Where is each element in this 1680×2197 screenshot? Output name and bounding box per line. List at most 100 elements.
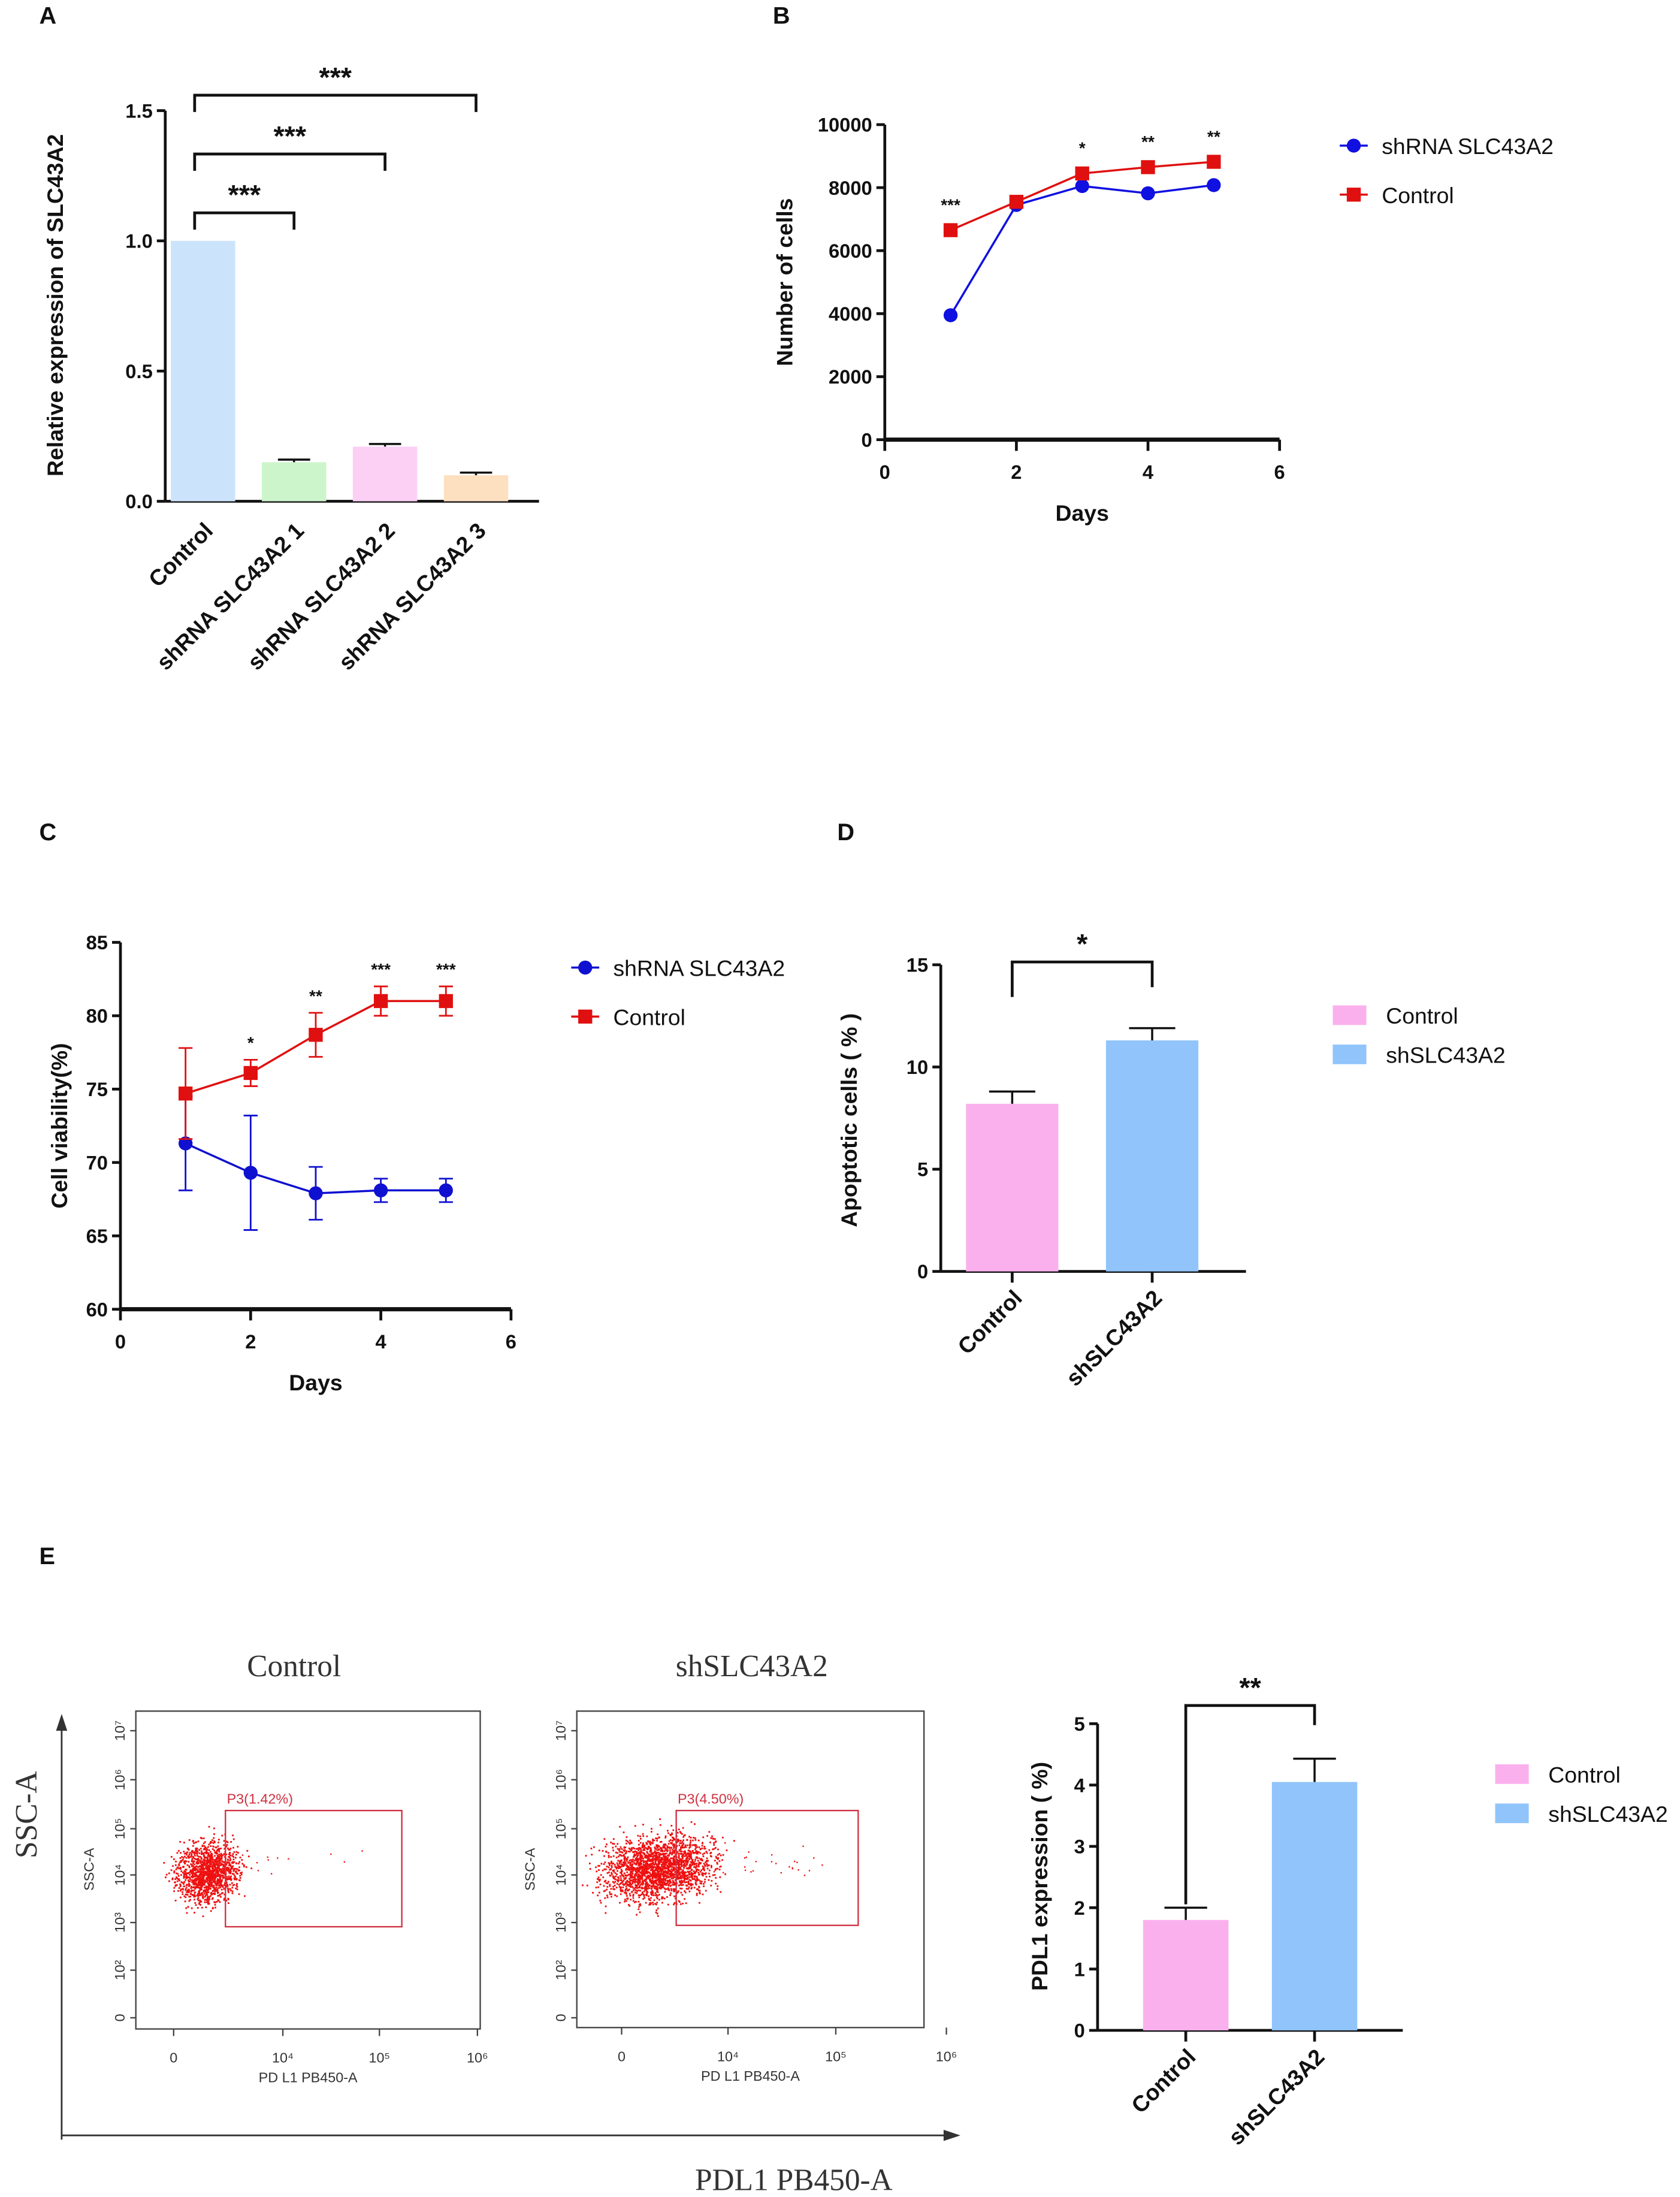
- scatter-point: [183, 1870, 186, 1872]
- significance-stars: ***: [228, 179, 261, 210]
- scatter-point: [195, 1872, 198, 1874]
- scatter-point: [627, 1869, 630, 1871]
- scatter-point: [210, 1860, 212, 1862]
- scatter-point: [229, 1878, 231, 1881]
- scatter-point: [217, 1848, 220, 1850]
- scatter-point: [189, 1884, 191, 1887]
- scatter-point: [694, 1823, 696, 1825]
- scatter-point: [197, 1895, 200, 1897]
- scatter-point: [665, 1883, 667, 1885]
- scatter-point: [717, 1858, 719, 1860]
- scatter-point: [195, 1904, 197, 1906]
- scatter-point: [597, 1876, 600, 1879]
- scatter-point: [645, 1884, 647, 1886]
- scatter-point: [652, 1838, 654, 1840]
- scatter-point: [674, 1861, 676, 1863]
- scatter-point: [637, 1849, 640, 1851]
- scatter-point: [645, 1870, 648, 1873]
- scatter-point: [641, 1866, 643, 1869]
- scatter-point: [650, 1879, 652, 1882]
- y-tick-label: 10: [907, 1056, 928, 1078]
- scatter-point: [639, 1894, 642, 1896]
- scatter-point: [661, 1858, 663, 1860]
- scatter-point: [688, 1890, 691, 1893]
- scatter-point: [650, 1863, 652, 1865]
- scatter-point: [609, 1884, 611, 1886]
- scatter-point: [676, 1867, 679, 1869]
- scatter-point: [208, 1843, 210, 1846]
- scatter-point: [217, 1856, 219, 1858]
- scatter-point: [663, 1843, 665, 1846]
- scatter-point: [649, 1860, 651, 1863]
- scatter-point: [179, 1890, 182, 1892]
- scatter-point: [691, 1877, 693, 1879]
- scatter-point: [673, 1849, 675, 1852]
- legend-swatch: [1332, 1045, 1367, 1064]
- scatter-point: [178, 1878, 180, 1881]
- scatter-point: [210, 1882, 213, 1885]
- scatter-point: [669, 1876, 672, 1878]
- scatter-point: [218, 1854, 220, 1855]
- scatter-point: [222, 1854, 224, 1857]
- scatter-point: [626, 1850, 628, 1852]
- scatter-point: [642, 1860, 645, 1862]
- scatter-point: [648, 1876, 649, 1879]
- scatter-point: [628, 1884, 630, 1885]
- scatter-point: [683, 1851, 685, 1853]
- scatter-point: [233, 1851, 235, 1853]
- scatter-point: [653, 1839, 655, 1842]
- scatter-point: [681, 1833, 683, 1835]
- legend-marker: [1346, 188, 1361, 202]
- scatter-point: [211, 1858, 214, 1860]
- scatter-point: [797, 1869, 799, 1871]
- scatter-point: [646, 1883, 649, 1885]
- scatter-point: [214, 1903, 216, 1906]
- scatter-point: [219, 1858, 221, 1861]
- scatter-point: [188, 1890, 190, 1892]
- x-category-label: Control: [144, 518, 218, 592]
- scatter-point: [643, 1870, 646, 1872]
- scatter-point: [209, 1869, 211, 1872]
- scatter-point: [620, 1888, 622, 1890]
- scatter-point: [221, 1860, 223, 1862]
- data-point: [1075, 179, 1089, 194]
- scatter-point: [201, 1888, 203, 1891]
- scatter-point: [697, 1872, 700, 1874]
- scatter-point: [650, 1885, 652, 1888]
- scatter-point: [206, 1901, 208, 1903]
- scatter-point: [651, 1891, 653, 1894]
- scatter-point: [651, 1887, 653, 1890]
- scatter-point: [680, 1864, 682, 1866]
- scatter-point: [649, 1863, 651, 1866]
- scatter-point: [660, 1840, 663, 1843]
- scatter-point: [201, 1879, 203, 1881]
- scatter-point: [651, 1842, 654, 1845]
- x-axis-label: Days: [1056, 500, 1109, 526]
- y-tick-label: 5: [1074, 1713, 1085, 1735]
- scatter-point: [656, 1902, 658, 1904]
- scatter-point: [655, 1888, 658, 1891]
- scatter-point: [195, 1861, 198, 1863]
- scatter-point: [687, 1852, 689, 1854]
- scatter-point: [229, 1869, 231, 1871]
- scatter-point: [659, 1860, 661, 1862]
- scatter-point: [643, 1844, 646, 1846]
- scatter-point: [672, 1862, 675, 1864]
- significance-stars: ***: [941, 195, 960, 214]
- scatter-point: [694, 1848, 696, 1851]
- scatter-point: [191, 1872, 192, 1875]
- scatter-point: [637, 1877, 639, 1879]
- scatter-point: [684, 1855, 686, 1857]
- scatter-point: [194, 1879, 197, 1881]
- scatter-point: [656, 1873, 658, 1876]
- scatter-point: [639, 1842, 642, 1844]
- scatter-point: [691, 1859, 694, 1861]
- scatter-point: [214, 1906, 216, 1909]
- scatter-point: [217, 1865, 219, 1867]
- significance-bracket: [193, 152, 386, 171]
- scatter-point: [599, 1880, 600, 1882]
- scatter-point: [203, 1871, 205, 1873]
- scatter-point: [609, 1875, 612, 1877]
- scatter-point: [689, 1846, 691, 1848]
- scatter-point: [634, 1869, 637, 1871]
